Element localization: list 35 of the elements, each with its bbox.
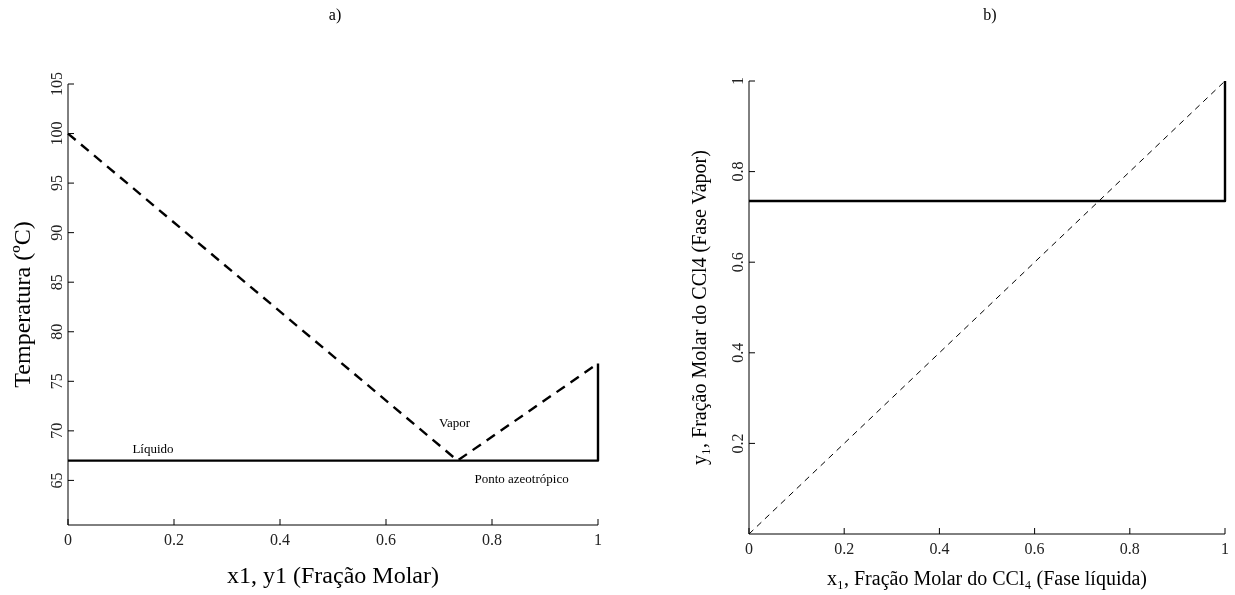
annotation: Ponto azeotrópico	[474, 470, 569, 486]
y-tick-label: 95	[48, 175, 65, 192]
y-axis-title: y₁, Fração Molar do CCl4 (Fase Vapor)	[688, 150, 711, 465]
y-tick-label: 70	[48, 422, 65, 439]
x-tick-label: 1	[594, 531, 602, 548]
x-tick-label: 0	[745, 540, 753, 557]
x-tick-label: 0.6	[1024, 540, 1045, 557]
x-axis-title: x₁, Fração Molar do CCl₄ (Fase líquida)	[827, 567, 1147, 590]
x-tick-label: 0.2	[834, 540, 855, 557]
chart-title: a)	[328, 6, 342, 24]
x-tick-label: 0	[64, 531, 72, 548]
x-tick-label: 0.8	[1119, 540, 1140, 557]
x-tick-label: 1	[1221, 540, 1229, 557]
x-tick-label: 0.8	[482, 531, 502, 548]
x-tick-label: 0.4	[270, 531, 290, 548]
y-tick-label: 105	[48, 72, 65, 96]
series-label: Vapor	[439, 414, 471, 430]
x-tick-label: 0.2	[164, 531, 184, 548]
x-axis-title: x1, y1 (Fração Molar)	[227, 562, 439, 588]
x-tick-label: 0.4	[929, 540, 950, 557]
y-tick-label: 0.2	[729, 433, 746, 454]
x-tick-label: 0.6	[376, 531, 396, 548]
series-label: Líquido	[132, 440, 174, 456]
y-tick-label: 65	[48, 472, 65, 489]
y-tick-label: 0.6	[729, 252, 746, 273]
chart-title: b)	[983, 6, 997, 24]
y-tick-label: 90	[48, 224, 65, 241]
y-tick-label: 75	[48, 373, 65, 390]
y-axis-title: Temperatura (ºC)	[9, 221, 35, 388]
y-tick-label: 80	[48, 323, 65, 340]
y-tick-label: 100	[48, 121, 65, 146]
y-tick-label: 1	[729, 77, 746, 85]
y-tick-label: 0.4	[729, 342, 746, 363]
y-tick-label: 0.8	[729, 161, 746, 182]
y-tick-label: 85	[48, 274, 65, 291]
